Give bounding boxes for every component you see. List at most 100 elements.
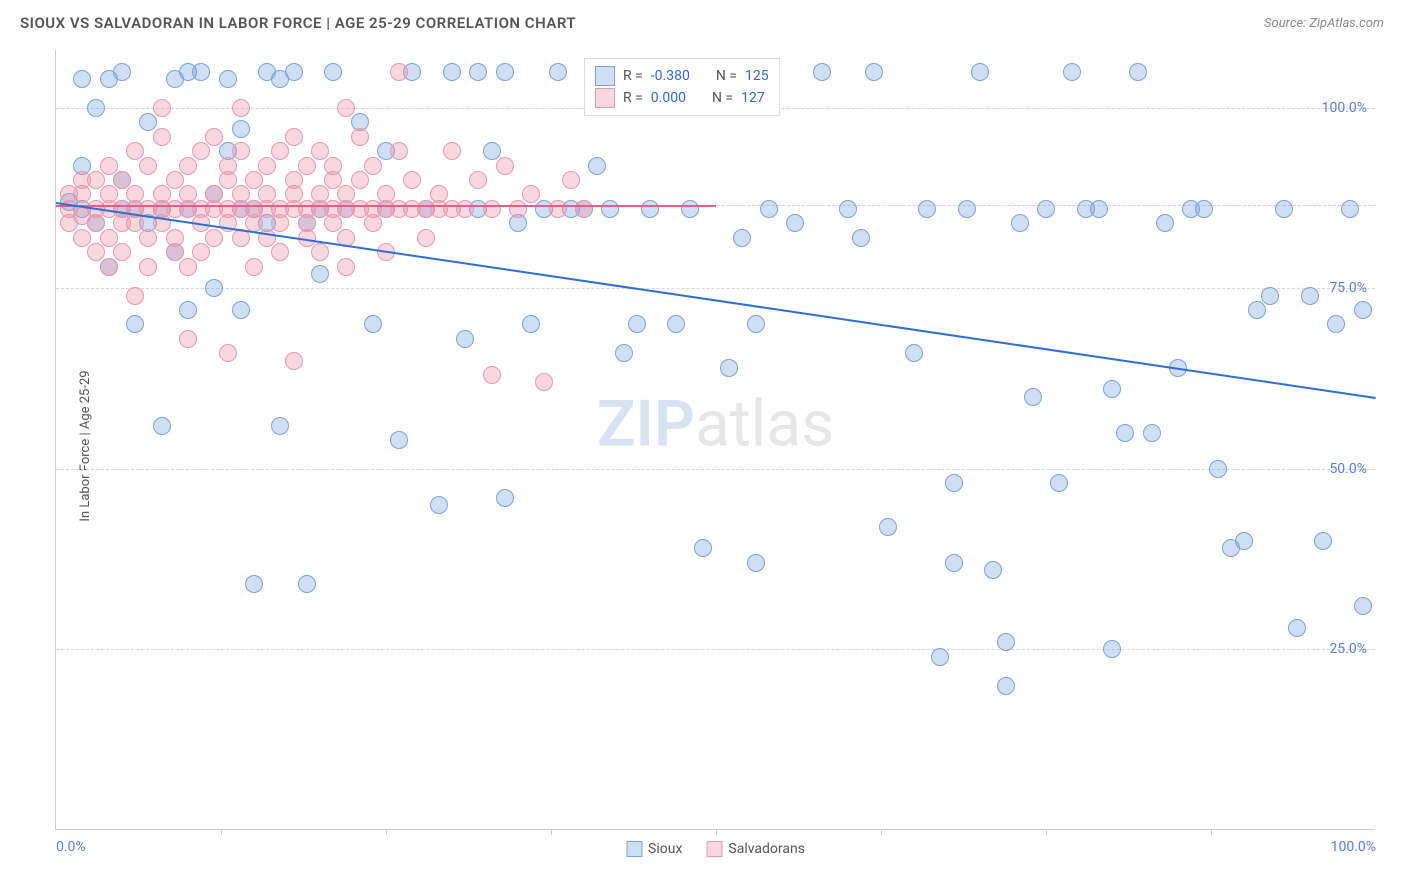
- chart-container: SIOUX VS SALVADORAN IN LABOR FORCE | AGE…: [0, 0, 1406, 892]
- scatter-point: [483, 200, 501, 218]
- scatter-point: [958, 200, 976, 218]
- scatter-point: [430, 496, 448, 514]
- stats-legend-row: R =0.000N =127: [595, 87, 769, 109]
- scatter-point: [73, 70, 91, 88]
- scatter-point: [311, 142, 329, 160]
- scatter-point: [351, 128, 369, 146]
- scatter-point: [258, 157, 276, 175]
- scatter-point: [1116, 424, 1134, 442]
- scatter-point: [588, 157, 606, 175]
- scatter-point: [192, 142, 210, 160]
- scatter-point: [285, 352, 303, 370]
- stats-legend-row: R =-0.380N =125: [595, 65, 769, 87]
- scatter-point: [1143, 424, 1161, 442]
- scatter-point: [126, 185, 144, 203]
- scatter-point: [1354, 597, 1372, 615]
- y-tick-label: 100.0%: [1322, 100, 1367, 116]
- scatter-point: [1129, 63, 1147, 81]
- scatter-point: [997, 677, 1015, 695]
- scatter-point: [443, 142, 461, 160]
- scatter-point: [219, 344, 237, 362]
- scatter-point: [258, 63, 276, 81]
- scatter-point: [126, 142, 144, 160]
- scatter-point: [232, 99, 250, 117]
- scatter-point: [1314, 532, 1332, 550]
- scatter-point: [483, 366, 501, 384]
- y-tick-label: 50.0%: [1329, 461, 1367, 477]
- scatter-point: [1209, 460, 1227, 478]
- scatter-point: [1103, 380, 1121, 398]
- scatter-point: [153, 99, 171, 117]
- x-tick: [551, 829, 552, 835]
- scatter-point: [285, 63, 303, 81]
- scatter-point: [549, 63, 567, 81]
- scatter-point: [720, 359, 738, 377]
- scatter-point: [271, 214, 289, 232]
- scatter-point: [126, 315, 144, 333]
- legend-label: Salvadorans: [728, 841, 805, 857]
- scatter-point: [945, 554, 963, 572]
- legend-label: Sioux: [648, 841, 682, 857]
- legend-swatch: [706, 841, 722, 857]
- scatter-point: [1248, 301, 1266, 319]
- trend-line: [56, 205, 716, 207]
- gridline: [56, 649, 1375, 650]
- gridline: [56, 288, 1375, 289]
- scatter-point: [73, 229, 91, 247]
- watermark-atlas: atlas: [695, 386, 834, 461]
- scatter-point: [179, 301, 197, 319]
- scatter-point: [879, 518, 897, 536]
- n-value: 127: [741, 87, 765, 109]
- scatter-point: [390, 63, 408, 81]
- scatter-point: [1275, 200, 1293, 218]
- scatter-point: [575, 200, 593, 218]
- scatter-point: [271, 417, 289, 435]
- scatter-point: [232, 120, 250, 138]
- scatter-point: [87, 214, 105, 232]
- scatter-point: [179, 157, 197, 175]
- scatter-point: [628, 315, 646, 333]
- scatter-point: [100, 185, 118, 203]
- scatter-point: [601, 200, 619, 218]
- stats-legend: R =-0.380N =125R =0.000N =127: [584, 58, 780, 116]
- scatter-point: [839, 200, 857, 218]
- scatter-point: [615, 344, 633, 362]
- scatter-point: [100, 229, 118, 247]
- scatter-point: [1288, 619, 1306, 637]
- scatter-point: [535, 373, 553, 391]
- scatter-point: [733, 229, 751, 247]
- scatter-point: [311, 185, 329, 203]
- scatter-point: [456, 200, 474, 218]
- scatter-point: [390, 142, 408, 160]
- y-tick-label: 25.0%: [1329, 641, 1367, 657]
- scatter-point: [364, 214, 382, 232]
- r-value: 0.000: [651, 87, 686, 109]
- x-tick-label: 0.0%: [56, 839, 86, 855]
- legend-item: Salvadorans: [706, 841, 805, 857]
- x-tick: [386, 829, 387, 835]
- scatter-point: [271, 142, 289, 160]
- scatter-point: [113, 171, 131, 189]
- scatter-point: [984, 561, 1002, 579]
- scatter-point: [166, 171, 184, 189]
- scatter-point: [1301, 287, 1319, 305]
- scatter-point: [139, 157, 157, 175]
- scatter-point: [337, 99, 355, 117]
- scatter-point: [483, 142, 501, 160]
- scatter-point: [351, 171, 369, 189]
- scatter-point: [298, 214, 316, 232]
- scatter-point: [179, 258, 197, 276]
- scatter-point: [1195, 200, 1213, 218]
- scatter-point: [443, 63, 461, 81]
- scatter-point: [377, 185, 395, 203]
- n-value: 125: [745, 65, 769, 87]
- scatter-point: [496, 157, 514, 175]
- scatter-point: [1156, 214, 1174, 232]
- scatter-point: [786, 214, 804, 232]
- scatter-point: [271, 243, 289, 261]
- legend-swatch: [595, 88, 615, 108]
- scatter-point: [971, 63, 989, 81]
- scatter-point: [918, 200, 936, 218]
- scatter-point: [456, 330, 474, 348]
- r-label: R =: [623, 87, 643, 109]
